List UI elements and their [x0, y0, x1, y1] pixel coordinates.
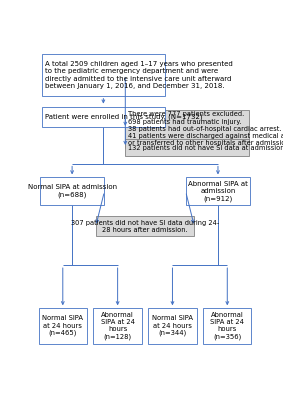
FancyBboxPatch shape: [42, 106, 165, 126]
Text: Abnormal
SIPA at 24
hours
(n=128): Abnormal SIPA at 24 hours (n=128): [101, 312, 135, 340]
FancyBboxPatch shape: [148, 308, 197, 344]
FancyBboxPatch shape: [42, 54, 165, 96]
FancyBboxPatch shape: [93, 308, 142, 344]
Text: Normal SIPA at admission
(n=688): Normal SIPA at admission (n=688): [27, 184, 117, 198]
Text: There were 777 patients excluded.
698 patients had traumatic injury.
38 patients: There were 777 patients excluded. 698 pa…: [128, 111, 283, 146]
FancyBboxPatch shape: [186, 177, 250, 205]
Text: Normal SIPA
at 24 hours
(n=465): Normal SIPA at 24 hours (n=465): [42, 316, 83, 336]
FancyBboxPatch shape: [203, 308, 251, 344]
Text: Abnormal
SIPA at 24
hours
(n=356): Abnormal SIPA at 24 hours (n=356): [210, 312, 244, 340]
Text: Abnormal SIPA at
admission
(n=912): Abnormal SIPA at admission (n=912): [188, 181, 248, 202]
FancyBboxPatch shape: [125, 140, 249, 156]
FancyBboxPatch shape: [96, 216, 194, 236]
Text: Patient were enrolled in this study. (N=1732): Patient were enrolled in this study. (N=…: [45, 113, 202, 120]
FancyBboxPatch shape: [39, 308, 87, 344]
Text: 307 patients did not have SI data during 24-
28 hours after admission.: 307 patients did not have SI data during…: [71, 220, 219, 233]
Text: A total 2509 children aged 1–17 years who presented
to the pediatric emergency d: A total 2509 children aged 1–17 years wh…: [45, 61, 232, 89]
Text: 132 patients did not have SI data at admission.: 132 patients did not have SI data at adm…: [128, 145, 283, 151]
Text: Normal SIPA
at 24 hours
(n=344): Normal SIPA at 24 hours (n=344): [152, 316, 193, 336]
FancyBboxPatch shape: [40, 177, 104, 205]
FancyBboxPatch shape: [125, 110, 249, 148]
